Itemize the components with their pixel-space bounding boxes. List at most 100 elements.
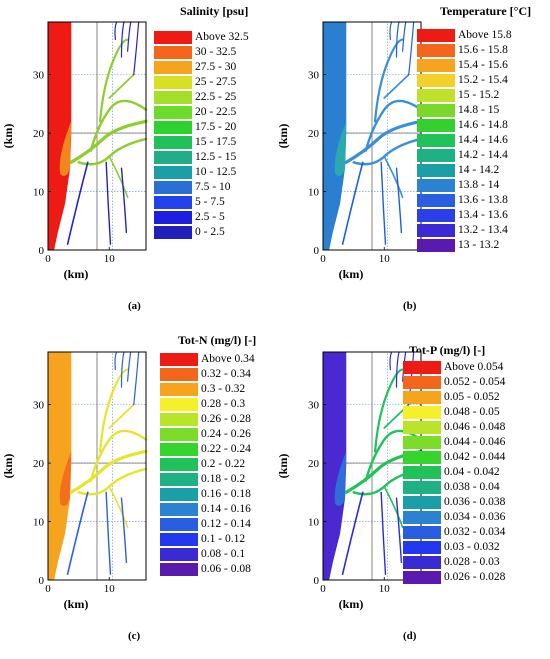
legend-label: 27.5 - 30	[195, 61, 237, 73]
legend-swatch	[417, 74, 455, 87]
legend-label: 0.06 - 0.08	[201, 563, 251, 575]
legend-label: Above 0.054	[444, 361, 504, 373]
river-plume	[334, 451, 347, 506]
legend-swatch	[160, 353, 198, 366]
legend-label: 0.052 - 0.054	[444, 376, 506, 388]
legend-swatch	[160, 368, 198, 381]
legend-label: 15.6 - 15.8	[458, 44, 508, 56]
river-channel	[389, 351, 393, 371]
legend-swatch	[417, 89, 455, 102]
y-tick-label: 20	[33, 128, 45, 140]
legend-swatch	[160, 473, 198, 486]
legend-swatch	[154, 46, 192, 59]
legend-label: 17.5 - 20	[195, 121, 237, 133]
river-channel	[364, 99, 423, 152]
river-channel	[380, 491, 387, 575]
legend-swatch	[403, 571, 441, 584]
legend-swatch	[417, 194, 455, 207]
river-channel	[98, 368, 129, 453]
panel-title: Temperature [°C]	[440, 4, 532, 18]
panel-label: (a)	[128, 300, 141, 312]
legend-label: 20 - 22.5	[195, 106, 237, 118]
legend-label: 0.26 - 0.28	[201, 413, 251, 425]
panel-temperature: Temperature [°C] 0 10 20 30 0 10 (km) (km) Above …	[275, 0, 550, 329]
legend-label: 0.24 - 0.26	[201, 428, 251, 440]
legend-label: 15 - 15.2	[458, 89, 500, 101]
legend-label: 0.048 - 0.05	[444, 406, 500, 418]
river-channel	[120, 497, 128, 564]
legend-swatch	[403, 496, 441, 509]
legend-swatch	[154, 226, 192, 239]
x-tick-label: 10	[379, 583, 391, 595]
y-tick-label: 0	[314, 575, 320, 587]
river-channel	[105, 491, 112, 575]
river-channel	[69, 449, 148, 494]
river-channel	[108, 73, 135, 99]
legend-swatch	[417, 239, 455, 252]
legend-label: 22.5 - 25	[195, 91, 237, 103]
panel-label: (b)	[403, 300, 417, 312]
x-tick-label: 10	[104, 583, 116, 595]
y-tick-label: 30	[308, 70, 320, 82]
y-tick-label: 10	[308, 517, 320, 529]
river-channel	[108, 155, 129, 199]
legend-swatch	[160, 548, 198, 561]
river-channel	[114, 21, 118, 41]
legend-label: 14.8 - 15	[458, 104, 500, 116]
y-tick-label: 20	[33, 458, 45, 470]
legend-swatch	[403, 481, 441, 494]
legend-label: 0.042 - 0.044	[444, 451, 506, 463]
legend-swatch	[417, 44, 455, 57]
river-channel	[105, 161, 112, 245]
legend-swatch	[417, 134, 455, 147]
legend-swatch	[417, 179, 455, 192]
river-channel	[341, 491, 364, 575]
x-axis-label: (km)	[339, 267, 364, 281]
legend-swatch	[417, 164, 455, 177]
river-channel	[373, 38, 404, 123]
legend-label: 0.038 - 0.04	[444, 481, 500, 493]
legend-label: 25 - 27.5	[195, 76, 237, 88]
legend-swatch	[403, 541, 441, 554]
river-channel	[395, 167, 403, 234]
legend-swatch	[403, 451, 441, 464]
river-plume	[334, 121, 347, 176]
x-tick-label: 0	[320, 253, 326, 265]
x-tick-label: 0	[45, 253, 51, 265]
y-tick-label: 0	[314, 245, 320, 257]
legend-swatch	[154, 61, 192, 74]
legend-swatch	[403, 556, 441, 569]
estuary-map: 0 10 20 30 0 10 (km) (km)	[1, 21, 148, 281]
panel-title: Salinity [psu]	[180, 4, 249, 18]
x-tick-label: 0	[45, 583, 51, 595]
y-tick-label: 20	[308, 458, 320, 470]
legend-swatch	[403, 466, 441, 479]
river-channel	[402, 21, 407, 52]
legend-swatch	[154, 31, 192, 44]
legend-label: 0.03 - 0.032	[444, 541, 500, 553]
legend-swatch	[154, 76, 192, 89]
legend-label: 0.28 - 0.3	[201, 398, 246, 410]
y-tick-label: 20	[308, 128, 320, 140]
legend-swatch	[403, 406, 441, 419]
legend-swatch	[154, 136, 192, 149]
panel-title: Tot-P (mg/l) [-]	[409, 343, 486, 357]
legend-swatch	[160, 533, 198, 546]
legend-label: 0.044 - 0.046	[444, 436, 506, 448]
y-axis-label: (km)	[1, 124, 15, 149]
panel-title: Tot-N (mg/l) [-]	[178, 333, 257, 347]
sea-area	[48, 352, 72, 580]
legend-swatch	[160, 428, 198, 441]
river-channel	[395, 351, 400, 388]
river-channel	[341, 161, 364, 245]
legend-label: 0.14 - 0.16	[201, 503, 251, 515]
legend-label: 5 - 7.5	[195, 196, 225, 208]
x-axis-label: (km)	[64, 597, 89, 611]
legend-label: 0.1 - 0.12	[201, 533, 246, 545]
river-channel	[344, 119, 423, 164]
y-tick-label: 10	[33, 187, 45, 199]
y-axis-label: (km)	[276, 124, 290, 149]
legend-label: 14 - 14.2	[458, 164, 500, 176]
x-tick-label: 10	[104, 253, 116, 265]
river-channel	[114, 351, 118, 371]
